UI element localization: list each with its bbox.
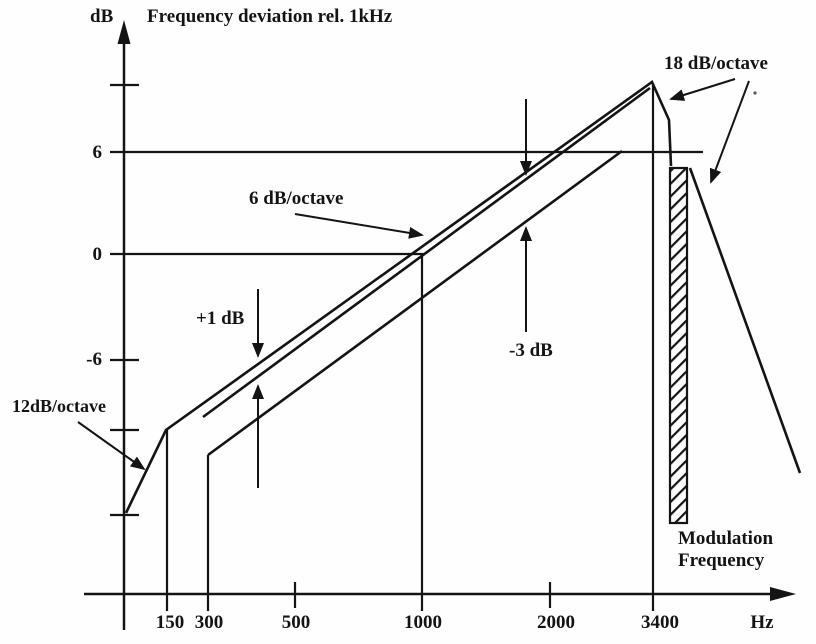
annotation-arrows (77, 78, 750, 488)
y-tick-label-0: 0 (92, 244, 103, 265)
x-tick-label-2000: 2000 (537, 612, 575, 633)
arrow-12db (77, 421, 146, 471)
y-axis-arrow-icon (117, 20, 131, 44)
x-tick-label-1000: 1000 (404, 612, 442, 633)
upper-limit-curve (124, 80, 673, 514)
nominal-curve (202, 86, 651, 419)
x-tick-label-500: 500 (281, 612, 311, 633)
lower-limit-curve (207, 149, 623, 457)
y-axis-unit-label: dB (90, 6, 114, 27)
x-axis-title-line2: Frequency (678, 550, 765, 571)
slope-6db-label: 6 dB/octave (249, 188, 344, 209)
tolerance-minus3db-label: -3 dB (509, 340, 553, 361)
x-guide-lines (165, 85, 655, 611)
modulation-band-hatch (668, 166, 689, 525)
slope-18db-label: 18 dB/octave (664, 53, 768, 74)
x-axis-title-line1: Modulation (678, 528, 774, 549)
x-tick-label-150: 150 (155, 612, 185, 633)
x-axis-unit-label: Hz (750, 612, 774, 633)
x-tick-label-300: 300 (194, 612, 224, 633)
scan-speck (753, 91, 757, 95)
y-tick-label-minus6: -6 (86, 349, 102, 370)
y-reference-lines (110, 83, 703, 517)
mask-curves (124, 80, 802, 514)
y-tick-label-6: 6 (92, 142, 103, 163)
arrow-18db-left (669, 78, 736, 101)
slope-12db-label: 12dB/octave (12, 396, 106, 416)
x-axis-title: Modulation Frequency (678, 528, 773, 572)
chart-title: Frequency deviation rel. 1kHz (147, 6, 393, 27)
x-tick-label-3400: 3400 (641, 612, 679, 633)
tolerance-plus1db-label: +1 dB (196, 308, 245, 329)
arrow-18db-right (709, 80, 750, 184)
rolloff-line (688, 167, 802, 474)
x-axis-arrow-icon (770, 587, 796, 601)
arrow-6db (294, 213, 424, 239)
